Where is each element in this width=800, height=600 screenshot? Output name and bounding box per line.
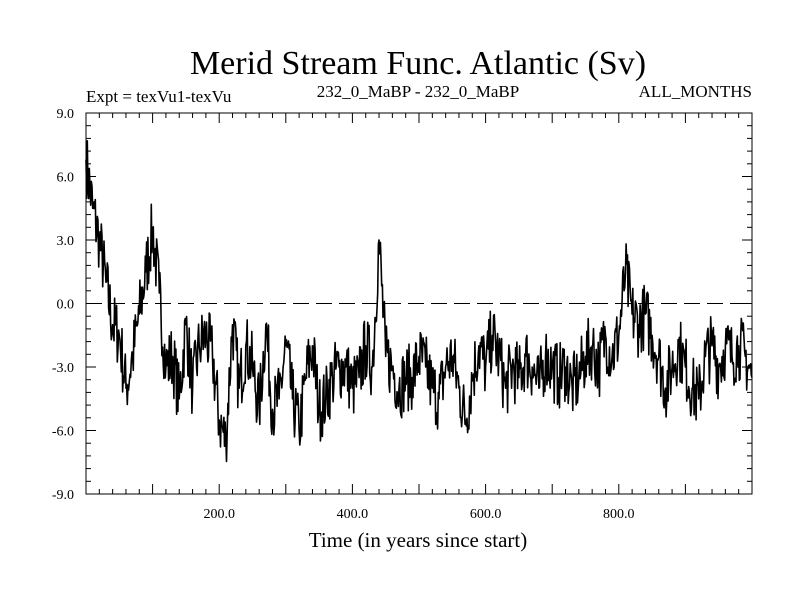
x-tick-label: 200.0 <box>203 507 235 522</box>
x-tick-label: 400.0 <box>337 507 369 522</box>
y-tick-label: 9.0 <box>57 107 75 122</box>
x-tick-label: 800.0 <box>603 507 635 522</box>
plot-area: 9.0 6.0 3.0 0.0 -3.0 -6.0 -9.0 200.0 400.0 600.0 8… <box>52 107 753 522</box>
x-tick-label: 600.0 <box>470 507 502 522</box>
series-line <box>85 140 753 463</box>
y-tick-label: 3.0 <box>57 234 75 249</box>
chart-title: Merid Stream Func. Atlantic (Sv) <box>190 45 646 82</box>
y-tick-label: -6.0 <box>52 425 74 440</box>
subtitle-right: ALL_MONTHS <box>639 82 752 101</box>
subtitle-center: 232_0_MaBP - 232_0_MaBP <box>317 82 519 101</box>
subtitle-left: Expt = texVu1-texVu <box>86 87 232 106</box>
x-axis-label: Time (in years since start) <box>309 528 528 552</box>
y-tick-label: 6.0 <box>57 171 75 186</box>
y-tick-label: -3.0 <box>52 361 74 376</box>
y-tick-label: 0.0 <box>57 298 75 313</box>
y-tick-label: -9.0 <box>52 488 74 503</box>
